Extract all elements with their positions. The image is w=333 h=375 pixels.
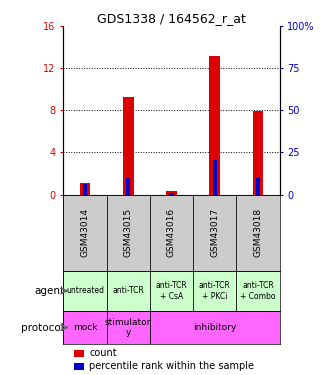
Bar <box>107 195 150 271</box>
Text: anti-TCR
+ Combo: anti-TCR + Combo <box>240 281 276 301</box>
Text: GSM43018: GSM43018 <box>253 208 263 257</box>
Text: protocol: protocol <box>21 322 64 333</box>
Bar <box>80 183 90 195</box>
Text: agent: agent <box>34 286 64 296</box>
Text: mock: mock <box>73 323 97 332</box>
Text: anti-TCR
+ CsA: anti-TCR + CsA <box>156 281 187 301</box>
Bar <box>193 195 236 271</box>
Text: percentile rank within the sample: percentile rank within the sample <box>89 361 254 371</box>
Bar <box>107 311 150 344</box>
Text: GSM43014: GSM43014 <box>80 208 90 257</box>
Bar <box>209 56 220 195</box>
Bar <box>63 195 107 271</box>
Bar <box>212 160 217 195</box>
Bar <box>74 350 84 357</box>
Text: GSM43015: GSM43015 <box>124 208 133 257</box>
Bar <box>253 111 263 195</box>
Bar <box>83 184 87 195</box>
Bar <box>150 311 280 344</box>
Bar <box>236 271 280 311</box>
Bar <box>123 97 134 195</box>
Bar <box>166 191 177 195</box>
Text: GSM43017: GSM43017 <box>210 208 219 257</box>
Bar <box>150 271 193 311</box>
Text: anti-TCR: anti-TCR <box>112 286 144 296</box>
Text: inhibitory: inhibitory <box>193 323 236 332</box>
Bar <box>63 311 107 344</box>
Bar <box>63 271 107 311</box>
Text: anti-TCR
+ PKCi: anti-TCR + PKCi <box>199 281 231 301</box>
Bar <box>107 271 150 311</box>
Text: GSM43016: GSM43016 <box>167 208 176 257</box>
Bar <box>169 193 174 195</box>
Bar <box>236 195 280 271</box>
Bar <box>150 195 193 271</box>
Bar <box>256 178 260 195</box>
Text: stimulator
y: stimulator y <box>105 318 152 337</box>
Bar <box>74 363 84 370</box>
Bar <box>193 271 236 311</box>
Title: GDS1338 / 164562_r_at: GDS1338 / 164562_r_at <box>97 12 246 25</box>
Text: untreated: untreated <box>66 286 104 296</box>
Text: count: count <box>89 348 117 358</box>
Bar <box>126 178 130 195</box>
